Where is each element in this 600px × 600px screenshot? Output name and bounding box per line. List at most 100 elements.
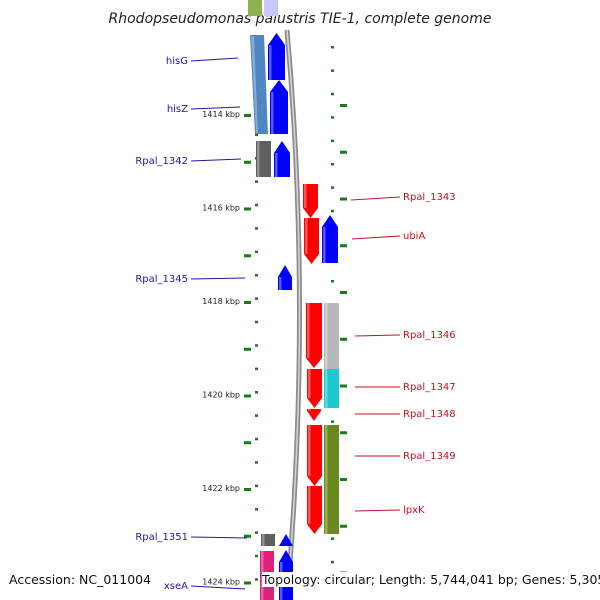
gene-label-left: Rpal_1351 (135, 532, 188, 543)
gene-label-left: xseA (164, 581, 188, 592)
tick-major-right (340, 384, 347, 388)
leader-line-right (354, 334, 401, 337)
gene-label-right: Rpal_1348 (403, 409, 456, 420)
tick-right (331, 46, 334, 49)
tick-major-left (244, 160, 251, 164)
kbp-label: 1416 kbp (202, 204, 240, 213)
cog-block-rpal1349-lpxK (324, 425, 339, 534)
leader-line-left (190, 57, 239, 62)
leader-line-right (351, 235, 401, 240)
gene-label-right: Rpal_1346 (403, 330, 456, 341)
leader-line-left (190, 158, 242, 162)
tick-left (255, 484, 258, 488)
leader-line-right (354, 509, 401, 512)
kbp-label: 1422 kbp (202, 484, 240, 493)
leader-line-left (190, 106, 241, 110)
gene-label-right: Rpal_1349 (403, 451, 456, 462)
gene-ubiA-cog (322, 215, 338, 263)
tick-left (255, 578, 258, 581)
leader-line-left (190, 585, 246, 590)
leader-line-left (190, 277, 246, 280)
gene-rpal1343 (303, 184, 318, 218)
label-leader-lines (190, 57, 401, 590)
tick-left (255, 367, 258, 371)
tick-left (255, 391, 258, 394)
gene-label-right: Rpal_1347 (403, 382, 456, 393)
tick-left (255, 274, 258, 277)
gene-rpal1345 (278, 265, 292, 290)
tick-right (331, 116, 334, 119)
map-title: Rhodopseudomonas palustris TIE-1, comple… (109, 11, 492, 27)
gene-label-right: ubiA (403, 231, 425, 242)
tick-right (331, 537, 334, 540)
tick-major-left (244, 347, 251, 351)
tick-left (255, 554, 258, 558)
gene-hisZ (270, 80, 288, 134)
tick-major-left (244, 581, 251, 585)
tick-left (255, 508, 258, 511)
gene-label-left: Rpal_1345 (135, 274, 188, 285)
topology-text: Topology: circular; Length: 5,744,041 bp… (262, 572, 600, 587)
genome-backbone-highlight (286, 29, 301, 600)
tick-left (255, 297, 258, 300)
gene-rpal1349 (307, 425, 322, 486)
tick-left (255, 203, 258, 207)
cog-gene-track (248, 0, 339, 600)
tick-major-left (244, 394, 251, 398)
position-labels: 1414 kbp 1416 kbp 1418 kbp 1420 kbp 1422 kbp… (202, 110, 240, 587)
tick-major-right (340, 524, 347, 528)
gene-label-left: Rpal_1342 (135, 156, 188, 167)
tick-right (331, 280, 334, 283)
gene-lpxK (307, 486, 322, 534)
gene-rpal1342 (274, 141, 290, 177)
tick-left (255, 133, 258, 137)
tick-major-right (340, 104, 347, 107)
gene-label-right: lpxK (403, 505, 425, 516)
gene-ubiA (304, 218, 319, 264)
strand-gene-track (264, 0, 322, 600)
tick-right (331, 163, 334, 166)
tick-major-right (340, 150, 347, 154)
tick-right (331, 139, 334, 143)
tick-left (255, 344, 258, 347)
tick-major-right (340, 197, 347, 201)
kbp-label: 1420 kbp (202, 391, 240, 400)
tick-major-left (244, 254, 251, 258)
tick-major-left (244, 441, 251, 445)
gene-label-right: Rpal_1343 (403, 192, 456, 203)
tick-major-right (340, 431, 347, 435)
gene-rpal1346 (306, 303, 322, 368)
tick-left (255, 414, 258, 417)
tick-major-right (340, 337, 347, 341)
tick-major-left (244, 301, 251, 304)
cog-block-top (248, 0, 262, 16)
tick-left (255, 461, 258, 464)
tick-right (331, 69, 334, 72)
leader-line-right (350, 196, 401, 201)
accession-text: Accession: NC_011004 (9, 572, 152, 587)
gene-top-faded (264, 0, 278, 16)
tick-left (255, 227, 258, 230)
tick-left (255, 437, 258, 441)
tick-major-left (244, 207, 251, 211)
gene-rpal1348 (307, 409, 321, 421)
cog-block-rpal1342 (256, 141, 271, 177)
tick-right (331, 92, 334, 96)
gene-rpal1347 (307, 369, 322, 408)
tick-left (255, 180, 258, 183)
kbp-label: 1418 kbp (202, 297, 240, 306)
tick-major-left (244, 534, 251, 538)
cog-block-rpal1346 (324, 303, 339, 369)
tick-major-left (244, 488, 251, 491)
cog-block-rpal1351 (261, 534, 275, 546)
tick-right (331, 186, 334, 189)
tick-major-right (340, 244, 347, 248)
leader-line-left (190, 536, 248, 539)
gene-rpal1351 (279, 534, 293, 546)
tick-right (331, 209, 334, 213)
tick-left (255, 320, 258, 324)
kbp-label: 1424 kbp (202, 578, 240, 587)
gene-label-left: hisZ (167, 104, 188, 115)
cog-block-hisG-hisZ (250, 35, 268, 134)
